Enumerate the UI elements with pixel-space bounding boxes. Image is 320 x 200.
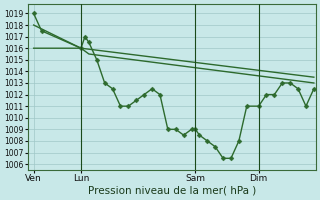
- X-axis label: Pression niveau de la mer( hPa ): Pression niveau de la mer( hPa ): [88, 186, 256, 196]
